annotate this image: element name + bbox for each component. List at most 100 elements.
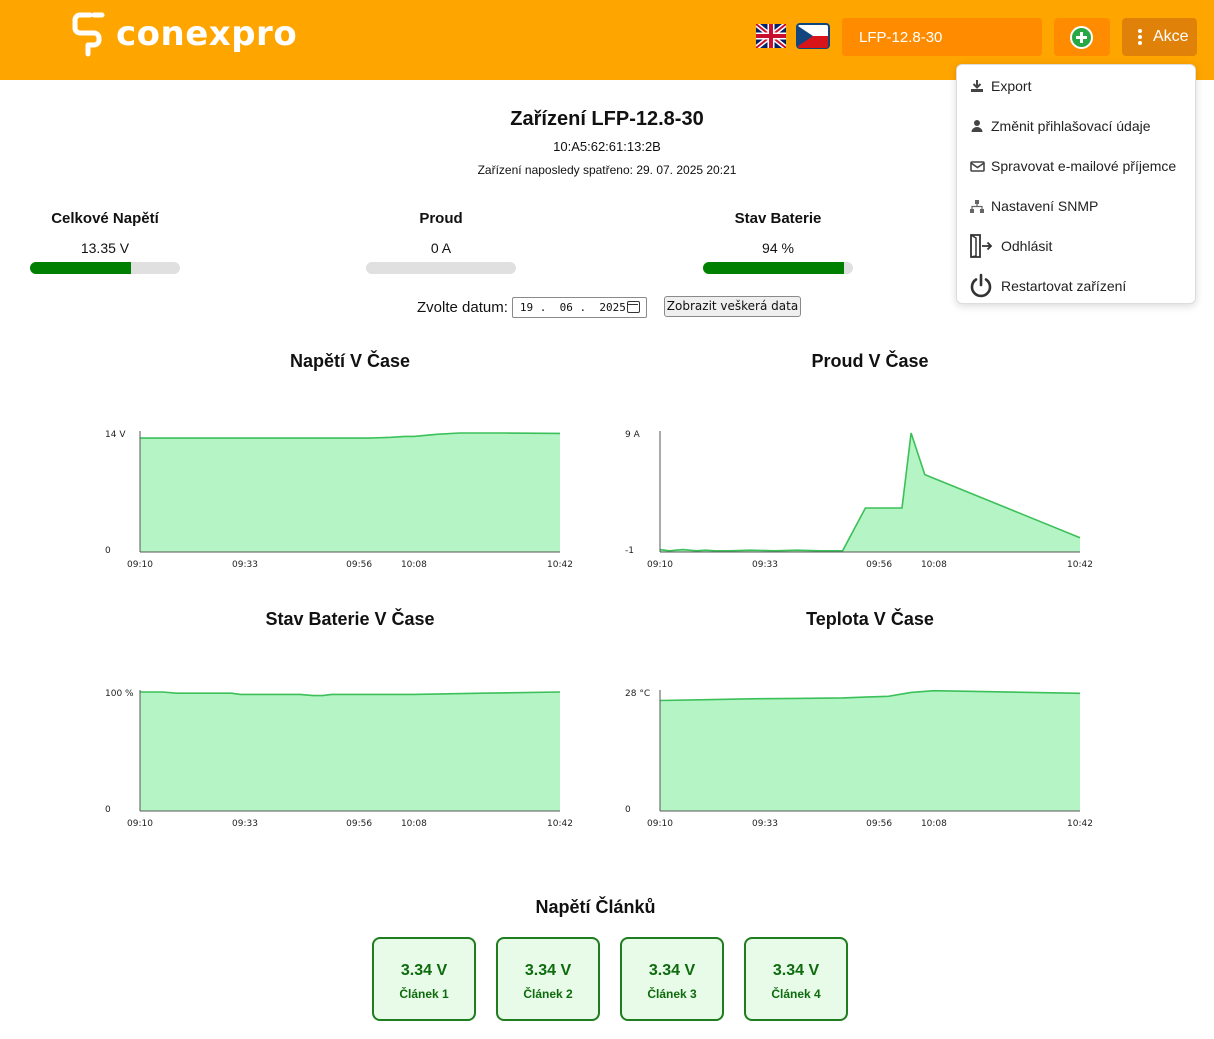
chart-x-tick-label: 10:42 <box>547 819 573 829</box>
cell-name: Článek 4 <box>771 987 821 1001</box>
menu-item-label: Nastavení SNMP <box>991 198 1099 214</box>
chart-series-line <box>140 432 561 439</box>
cz-flag-icon[interactable] <box>796 23 830 49</box>
chart-y-tick-label: 0 <box>105 546 111 556</box>
chart-title-temperature: Teplota V Čase <box>806 609 934 629</box>
chart-x-tick-label: 09:33 <box>232 819 258 829</box>
menu-item-export[interactable]: Export <box>957 68 1195 104</box>
menu-item-label: Export <box>991 78 1032 94</box>
chart-x-tick-label: 10:08 <box>401 819 427 829</box>
chart-x-tick-label: 09:10 <box>647 819 673 829</box>
menu-item-label: Odhlásit <box>1001 238 1053 254</box>
network-icon <box>968 197 986 215</box>
date-value: 19 . 06 . 2025 <box>519 300 626 314</box>
uk-flag-icon[interactable] <box>754 22 788 50</box>
logout-icon <box>968 233 994 259</box>
menu-item-label: Změnit přihlašovací údaje <box>991 118 1151 134</box>
chart-area-fill <box>660 690 1080 811</box>
menu-item-label: Spravovat e-mailové příjemce <box>991 158 1177 174</box>
cell-card: 3.34 V Článek 1 <box>372 937 476 1021</box>
menu-item-change-credentials[interactable]: Změnit přihlašovací údaje <box>957 108 1195 144</box>
date-picker-row: Zvolte datum: 19 . 06 . 2025 <box>417 296 647 318</box>
stat-battery-state: Stav Baterie 94 % <box>703 210 853 274</box>
stat-progress-fill <box>703 262 844 274</box>
menu-item-restart[interactable]: Restartovat zařízení <box>957 268 1195 304</box>
vertical-dots-icon <box>1138 29 1142 45</box>
chart-x-tick-label: 09:56 <box>866 819 892 829</box>
actions-menu-button[interactable]: Akce <box>1122 18 1197 56</box>
cell-voltage: 3.34 V <box>524 962 572 979</box>
chart-y-tick-label: 0 <box>105 805 111 815</box>
menu-item-label: Restartovat zařízení <box>1001 278 1127 294</box>
chart-x-tick-label: 10:42 <box>1067 819 1093 829</box>
chart-title-current: Proud V Čase <box>811 351 929 371</box>
chart-y-tick-label: 100 % <box>105 689 134 699</box>
chart-x-tick-label: 09:56 <box>346 819 372 829</box>
chart-x-tick-label: 09:56 <box>346 560 372 570</box>
logo-mark-icon <box>72 12 105 57</box>
chart-y-tick-label: 28 °C <box>625 689 650 699</box>
chart-series-line <box>140 691 561 697</box>
stat-value: 0 A <box>430 240 452 256</box>
chart-voltage: 0 14 V 09:10 09:33 09:56 10:08 10:42 <box>105 430 573 570</box>
chart-title-voltage: Napětí V Čase <box>289 351 411 371</box>
cell-card: 3.34 V Článek 3 <box>620 937 724 1021</box>
chart-x-tick-label: 09:33 <box>752 819 778 829</box>
calendar-icon[interactable] <box>626 300 640 313</box>
cell-card: 3.34 V Článek 2 <box>496 937 600 1021</box>
chart-x-tick-label: 10:08 <box>921 560 947 570</box>
device-last-seen: Zařízení naposledy spatřeno: 29. 07. 202… <box>477 163 737 177</box>
download-icon <box>968 77 986 95</box>
stat-value: 13.35 V <box>80 240 130 256</box>
actions-label: Akce <box>1153 28 1189 45</box>
cell-name: Článek 3 <box>647 987 697 1001</box>
cell-voltage: 3.34 V <box>400 962 448 979</box>
chart-battery: 0 100 % 09:10 09:33 09:56 10:08 10:42 <box>105 689 573 829</box>
stat-progress-fill <box>30 262 131 274</box>
actions-dropdown: Export Změnit přihlašovací údaje Spravov… <box>956 64 1196 304</box>
date-input[interactable]: 19 . 06 . 2025 <box>511 296 647 318</box>
menu-item-email-recipients[interactable]: Spravovat e-mailové příjemce <box>957 148 1195 184</box>
top-bar: conexpro LFP-12.8-30 Akce <box>0 0 1214 80</box>
date-label: Zvolte datum: <box>417 298 508 316</box>
menu-item-snmp[interactable]: Nastavení SNMP <box>957 188 1195 224</box>
chart-area-fill <box>140 433 560 552</box>
stat-label: Stav Baterie <box>734 210 822 227</box>
brand-name: conexpro <box>116 14 298 54</box>
brand-logo[interactable]: conexpro <box>72 10 297 58</box>
cell-name: Článek 1 <box>399 987 449 1001</box>
menu-item-logout[interactable]: Odhlásit <box>957 228 1195 264</box>
stat-value: 94 % <box>762 240 794 256</box>
chart-y-tick-label: -1 <box>625 546 634 556</box>
chart-x-tick-label: 09:56 <box>866 560 892 570</box>
stat-progress-bar <box>703 262 853 274</box>
chart-x-tick-label: 09:10 <box>127 560 153 570</box>
chart-current: -1 9 A 09:10 09:33 09:56 10:08 10:42 <box>625 430 1093 570</box>
stat-progress-bar <box>30 262 180 274</box>
cell-card: 3.34 V Článek 4 <box>744 937 848 1021</box>
stat-label: Celkové Napětí <box>51 210 159 227</box>
stat-progress-bar <box>366 262 516 274</box>
chart-series-line <box>659 689 1081 702</box>
cells-title: Napětí Článků <box>535 897 656 917</box>
device-select[interactable]: LFP-12.8-30 <box>842 18 1042 56</box>
chart-area-fill <box>660 433 1080 552</box>
chart-x-tick-label: 09:33 <box>752 560 778 570</box>
power-icon <box>968 273 994 299</box>
show-all-data-button[interactable]: Zobrazit veškerá data <box>664 296 801 317</box>
stat-label: Proud <box>419 210 463 227</box>
chart-x-tick-label: 09:33 <box>232 560 258 570</box>
chart-title-battery: Stav Baterie V Čase <box>265 609 435 629</box>
add-device-button[interactable] <box>1054 18 1110 56</box>
chart-x-tick-label: 10:08 <box>921 819 947 829</box>
device-title: Zařízení LFP-12.8-30 <box>510 108 704 130</box>
cell-name: Článek 2 <box>523 987 573 1001</box>
cell-voltage: 3.34 V <box>772 962 820 979</box>
plus-circle-icon <box>1070 26 1093 49</box>
chart-x-tick-label: 09:10 <box>647 560 673 570</box>
chart-x-tick-label: 10:08 <box>401 560 427 570</box>
chart-series-line <box>659 432 1081 552</box>
chart-x-tick-label: 09:10 <box>127 819 153 829</box>
stat-current: Proud 0 A <box>366 210 516 274</box>
chart-x-tick-label: 10:42 <box>547 560 573 570</box>
